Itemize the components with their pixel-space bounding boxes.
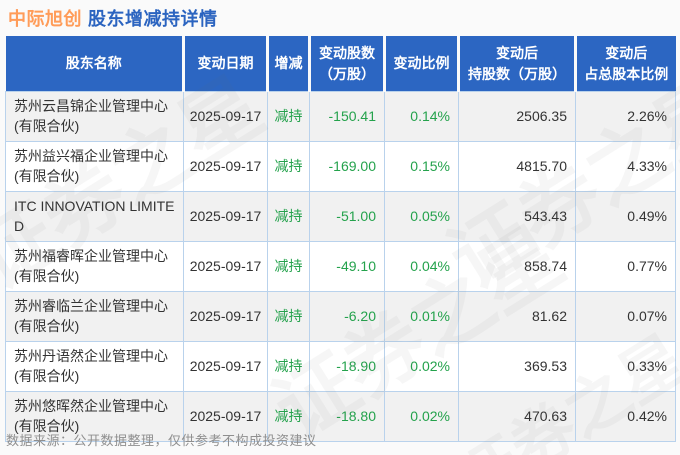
cell-after_ratio: 0.33% bbox=[575, 341, 676, 392]
cell-change_ratio: 0.01% bbox=[384, 291, 459, 342]
cell-change_ratio: 0.14% bbox=[384, 91, 459, 142]
stock-name: 中际旭创 bbox=[8, 9, 82, 29]
column-header: 变动后 占总股本比例 bbox=[574, 36, 676, 92]
table-row: 苏州福睿晖企业管理中心(有限合伙) 2025-09-17 减持 -49.10 0.04%… bbox=[5, 241, 676, 292]
cell-name: 苏州丹语然企业管理中心(有限合伙) bbox=[5, 341, 184, 392]
data-source-note: 数据来源：公开数据整理，仅供参考不构成投资建议 bbox=[6, 433, 317, 448]
cell-after_ratio: 0.77% bbox=[575, 241, 676, 292]
cell-action: 减持 bbox=[267, 291, 310, 342]
cell-change_ratio: 0.15% bbox=[384, 141, 459, 192]
cell-after_shares: 470.63 bbox=[458, 391, 576, 442]
table-row: 苏州睿临兰企业管理中心(有限合伙) 2025-09-17 减持 -6.20 0.01% 8… bbox=[5, 291, 676, 342]
cell-after_shares: 4815.70 bbox=[458, 141, 576, 192]
cell-after_ratio: 0.42% bbox=[575, 391, 676, 442]
cell-name: 苏州悠晖然企业管理中心(有限合伙) bbox=[5, 391, 184, 442]
holdings-table: 股东名称 变动日期 增减 变动股数 （万股） 变动比例 变动后 持股数（万股） 变动后 占总… bbox=[5, 36, 676, 442]
column-header: 股东名称 bbox=[5, 36, 184, 92]
cell-date: 2025-09-17 bbox=[183, 291, 268, 342]
cell-change_ratio: 0.02% bbox=[384, 391, 459, 442]
table-body: 苏州云昌锦企业管理中心(有限合伙) 2025-09-17 减持 -150.41 0.14… bbox=[5, 91, 676, 442]
cell-name: 苏州益兴福企业管理中心(有限合伙) bbox=[5, 141, 184, 192]
table-row: ITC INNOVATION LIMITED 2025-09-17 减持 -51.00… bbox=[5, 191, 676, 242]
cell-name: 苏州云昌锦企业管理中心(有限合伙) bbox=[5, 91, 184, 142]
table-row: 苏州云昌锦企业管理中心(有限合伙) 2025-09-17 减持 -150.41 0.14… bbox=[5, 91, 676, 142]
cell-action: 减持 bbox=[267, 341, 310, 392]
cell-date: 2025-09-17 bbox=[183, 391, 268, 442]
cell-date: 2025-09-17 bbox=[183, 341, 268, 392]
table-row: 苏州悠晖然企业管理中心(有限合伙) 2025-09-17 减持 -18.80 0.02%… bbox=[5, 391, 676, 442]
cell-after_ratio: 2.26% bbox=[575, 91, 676, 142]
cell-after_ratio: 0.07% bbox=[575, 291, 676, 342]
cell-change_shares: -169.00 bbox=[309, 141, 385, 192]
column-header: 变动股数 （万股） bbox=[308, 36, 385, 92]
cell-after_ratio: 0.49% bbox=[575, 191, 676, 242]
cell-date: 2025-09-17 bbox=[183, 191, 268, 242]
cell-name: 苏州福睿晖企业管理中心(有限合伙) bbox=[5, 241, 184, 292]
cell-date: 2025-09-17 bbox=[183, 91, 268, 142]
cell-change_ratio: 0.02% bbox=[384, 341, 459, 392]
cell-date: 2025-09-17 bbox=[183, 141, 268, 192]
cell-change_shares: -6.20 bbox=[309, 291, 385, 342]
cell-name: 苏州睿临兰企业管理中心(有限合伙) bbox=[5, 291, 184, 342]
cell-after_shares: 2506.35 bbox=[458, 91, 576, 142]
cell-action: 减持 bbox=[267, 241, 310, 292]
cell-after_shares: 81.62 bbox=[458, 291, 576, 342]
cell-change_shares: -49.10 bbox=[309, 241, 385, 292]
column-header: 增减 bbox=[266, 36, 310, 92]
cell-action: 减持 bbox=[267, 191, 310, 242]
cell-change_ratio: 0.04% bbox=[384, 241, 459, 292]
page-subtitle: 股东增减持详情 bbox=[88, 9, 218, 29]
column-header: 变动比例 bbox=[383, 36, 459, 92]
cell-change_shares: -18.90 bbox=[309, 341, 385, 392]
cell-action: 减持 bbox=[267, 391, 310, 442]
cell-change_ratio: 0.05% bbox=[384, 191, 459, 242]
cell-after_shares: 543.43 bbox=[458, 191, 576, 242]
cell-after_shares: 369.53 bbox=[458, 341, 576, 392]
cell-after_ratio: 4.33% bbox=[575, 141, 676, 192]
column-header: 变动日期 bbox=[182, 36, 268, 92]
cell-action: 减持 bbox=[267, 91, 310, 142]
cell-action: 减持 bbox=[267, 141, 310, 192]
cell-change_shares: -51.00 bbox=[309, 191, 385, 242]
cell-change_shares: -150.41 bbox=[309, 91, 385, 142]
cell-change_shares: -18.80 bbox=[309, 391, 385, 442]
cell-date: 2025-09-17 bbox=[183, 241, 268, 292]
column-header: 变动后 持股数（万股） bbox=[457, 36, 576, 92]
table-row: 苏州益兴福企业管理中心(有限合伙) 2025-09-17 减持 -169.00 0.15… bbox=[5, 141, 676, 192]
table-row: 苏州丹语然企业管理中心(有限合伙) 2025-09-17 减持 -18.90 0.02%… bbox=[5, 341, 676, 392]
cell-after_shares: 858.74 bbox=[458, 241, 576, 292]
cell-name: ITC INNOVATION LIMITED bbox=[5, 191, 184, 242]
header-row: 股东名称 变动日期 增减 变动股数 （万股） 变动比例 变动后 持股数（万股） 变动后 占总… bbox=[5, 36, 676, 92]
page-title: 中际旭创 股东增减持详情 bbox=[8, 5, 218, 31]
